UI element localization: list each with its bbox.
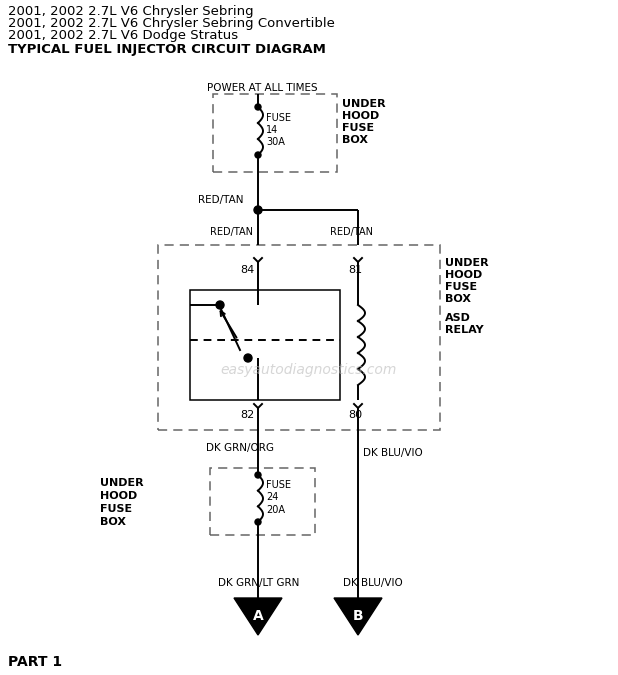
Text: TYPICAL FUEL INJECTOR CIRCUIT DIAGRAM: TYPICAL FUEL INJECTOR CIRCUIT DIAGRAM (8, 43, 326, 57)
Text: DK BLU/VIO: DK BLU/VIO (363, 448, 423, 458)
Text: 20A: 20A (266, 505, 285, 515)
Text: HOOD: HOOD (445, 270, 482, 280)
Text: RELAY: RELAY (445, 325, 484, 335)
Text: 84: 84 (240, 265, 254, 275)
Bar (158, 245, 440, 430)
Circle shape (254, 206, 262, 214)
Text: RED/TAN: RED/TAN (330, 227, 373, 237)
Text: BOX: BOX (342, 135, 368, 145)
Text: FUSE: FUSE (100, 504, 132, 514)
Polygon shape (334, 598, 382, 635)
Circle shape (244, 354, 252, 362)
Text: ASD: ASD (445, 313, 471, 323)
Text: UNDER: UNDER (445, 258, 489, 268)
Text: HOOD: HOOD (100, 491, 137, 501)
Text: A: A (253, 610, 263, 624)
Text: FUSE: FUSE (445, 282, 477, 292)
Text: 24: 24 (266, 492, 278, 502)
Text: BOX: BOX (445, 294, 471, 304)
Text: PART 1: PART 1 (8, 655, 62, 669)
Text: RED/TAN: RED/TAN (198, 195, 243, 205)
Text: easyautodiagnostics.com: easyautodiagnostics.com (221, 363, 397, 377)
Text: FUSE: FUSE (266, 113, 291, 123)
Text: 2001, 2002 2.7L V6 Chrysler Sebring Convertible: 2001, 2002 2.7L V6 Chrysler Sebring Conv… (8, 18, 335, 30)
Text: 30A: 30A (266, 137, 285, 147)
Text: FUSE: FUSE (342, 123, 374, 133)
Circle shape (255, 472, 261, 478)
Text: 2001, 2002 2.7L V6 Dodge Stratus: 2001, 2002 2.7L V6 Dodge Stratus (8, 30, 238, 43)
Text: DK GRN/LT GRN: DK GRN/LT GRN (218, 578, 299, 588)
Text: FUSE: FUSE (266, 480, 291, 490)
Text: UNDER: UNDER (342, 99, 386, 109)
Text: POWER AT ALL TIMES: POWER AT ALL TIMES (207, 83, 318, 93)
Circle shape (255, 519, 261, 525)
Circle shape (255, 152, 261, 158)
Text: UNDER: UNDER (100, 478, 143, 488)
Text: B: B (353, 610, 363, 624)
Text: 80: 80 (348, 410, 362, 420)
Bar (190, 290, 340, 400)
Bar (213, 94, 337, 172)
Text: DK BLU/VIO: DK BLU/VIO (343, 578, 403, 588)
Bar (210, 468, 315, 535)
Text: 2001, 2002 2.7L V6 Chrysler Sebring: 2001, 2002 2.7L V6 Chrysler Sebring (8, 5, 253, 18)
Circle shape (216, 301, 224, 309)
Text: RED/TAN: RED/TAN (210, 227, 253, 237)
Text: 14: 14 (266, 125, 278, 135)
Text: 81: 81 (348, 265, 362, 275)
Text: DK GRN/ORG: DK GRN/ORG (206, 443, 274, 453)
Circle shape (255, 104, 261, 110)
Text: 82: 82 (240, 410, 254, 420)
Polygon shape (234, 598, 282, 635)
Text: HOOD: HOOD (342, 111, 379, 121)
Text: BOX: BOX (100, 517, 126, 527)
